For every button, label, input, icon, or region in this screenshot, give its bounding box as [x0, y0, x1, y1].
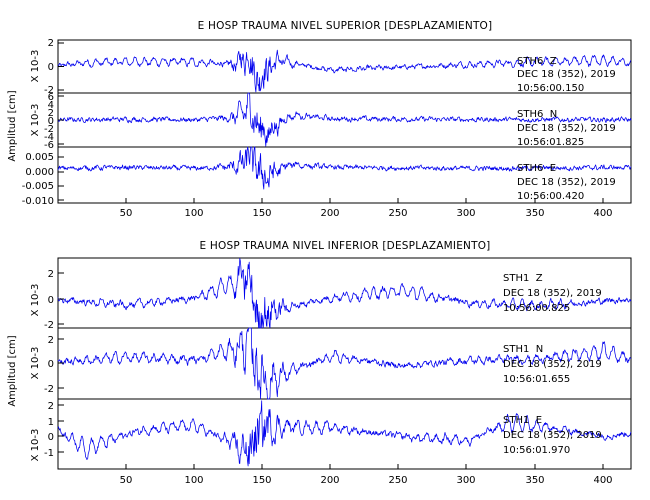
xtick-label: 150 — [252, 475, 271, 486]
xtick-label: 300 — [456, 208, 475, 219]
multiplier-label: X 10-3 — [30, 429, 41, 462]
yaxis-sth1-z: 2 0 -2 X 10-3 — [30, 269, 64, 331]
time-label: 10:56:01.970 — [503, 445, 570, 456]
ytick-label: 0 — [48, 359, 54, 370]
ytick-label: -2 — [44, 124, 54, 135]
chart-title-inferior: E HOSP TRAUMA NIVEL INFERIOR [DESPLAZAMI… — [200, 240, 491, 252]
station-label: STH1 E — [503, 415, 542, 426]
xtick-label: 250 — [388, 475, 407, 486]
ytick-label: -0.010 — [22, 196, 54, 207]
ytick-label: -2 — [44, 384, 54, 395]
multiplier-label: X 10-3 — [30, 104, 41, 137]
time-label: 10:56:00.825 — [503, 303, 570, 314]
ytick-label: -2 — [44, 85, 54, 96]
annotation-sth6-n: STH6 N DEC 18 (352), 2019 10:56:01.825 — [517, 109, 616, 148]
ytick-label: 2 — [48, 38, 54, 49]
xaxis-superior: 50 100 150 200 250 300 350 400 — [120, 198, 613, 219]
ytick-label: 2 — [48, 108, 54, 119]
chart-superior: E HOSP TRAUMA NIVEL SUPERIOR [DESPLAZAMI… — [7, 20, 632, 219]
ytick-label: -1 — [44, 448, 54, 459]
ytick-label: 2 — [48, 269, 54, 280]
xtick-label: 100 — [184, 475, 203, 486]
annotation-sth6-z: STH6 Z DEC 18 (352), 2019 10:56:00.150 — [517, 56, 616, 94]
panel-frame-sth6-e — [57, 146, 632, 204]
xtick-label: 350 — [525, 208, 544, 219]
ytick-label: -4 — [44, 132, 54, 143]
annotation-sth1-z: STH1 Z DEC 18 (352), 2019 10:56:00.825 — [503, 273, 602, 314]
chart-inferior: E HOSP TRAUMA NIVEL INFERIOR [DESPLAZAMI… — [7, 240, 632, 486]
ytick-label: 0 — [48, 432, 54, 443]
xtick-label: 400 — [593, 475, 612, 486]
xaxis-inferior: 50 100 150 200 250 300 350 400 — [120, 464, 613, 486]
ytick-label: -2 — [44, 320, 54, 331]
date-label: DEC 18 (352), 2019 — [517, 123, 616, 134]
ytick-label: 0 — [48, 62, 54, 73]
time-label: 10:56:00.420 — [517, 191, 584, 202]
yaxis-sth6-e: 0.005 0.000 -0.005 -0.010 — [22, 152, 64, 207]
date-label: DEC 18 (352), 2019 — [503, 288, 602, 299]
xtick-label: 300 — [456, 475, 475, 486]
ytick-label: -0.005 — [22, 181, 54, 192]
date-label: DEC 18 (352), 2019 — [517, 69, 616, 80]
ytick-label: 0 — [48, 116, 54, 127]
multiplier-label: X 10-3 — [30, 50, 41, 83]
trace-sth6-e — [57, 146, 632, 190]
xtick-label: 250 — [388, 208, 407, 219]
station-label: STH1 N — [503, 344, 543, 355]
trace-sth6-n — [57, 92, 632, 147]
station-label: STH6 E — [517, 163, 556, 174]
xtick-label: 350 — [525, 475, 544, 486]
ytick-label: 0 — [48, 295, 54, 306]
ytick-label: 0.005 — [25, 152, 54, 163]
annotation-sth6-e: STH6 E DEC 18 (352), 2019 10:56:00.420 — [517, 163, 616, 202]
trace-sth1-n — [57, 327, 632, 400]
ytick-label: 1 — [48, 417, 54, 428]
ytick-label: 2 — [48, 401, 54, 412]
xtick-label: 50 — [120, 208, 133, 219]
trace-sth1-z — [57, 258, 632, 329]
yaxis-sth6-n: 6 4 2 0 -2 -4 -6 X 10-3 — [30, 92, 64, 151]
station-label: STH6 Z — [517, 56, 557, 67]
station-label: STH1 Z — [503, 273, 543, 284]
chart-title-superior: E HOSP TRAUMA NIVEL SUPERIOR [DESPLAZAMI… — [198, 20, 493, 32]
panel-frame-sth1-e — [57, 398, 632, 470]
ytick-label: 6 — [48, 92, 54, 103]
ylabel-superior: Amplitud [cm] — [7, 90, 18, 161]
time-label: 10:56:00.150 — [517, 83, 584, 94]
ytick-label: 2 — [48, 335, 54, 346]
time-label: 10:56:01.655 — [503, 374, 570, 385]
ytick-label: -6 — [44, 140, 54, 151]
annotation-sth1-n: STH1 N DEC 18 (352), 2019 10:56:01.655 — [503, 344, 602, 385]
yaxis-sth6-z: 2 0 -2 X 10-3 — [30, 38, 64, 96]
xtick-label: 100 — [184, 208, 203, 219]
multiplier-label: X 10-3 — [30, 284, 41, 317]
xtick-label: 400 — [593, 208, 612, 219]
xtick-label: 150 — [252, 208, 271, 219]
multiplier-label: X 10-3 — [30, 347, 41, 380]
date-label: DEC 18 (352), 2019 — [503, 359, 602, 370]
ytick-label: 4 — [48, 100, 54, 111]
ytick-label: 0.000 — [25, 167, 54, 178]
yaxis-sth1-e: 2 1 0 -1 X 10-3 — [30, 401, 64, 461]
xtick-label: 200 — [320, 208, 339, 219]
trace-sth1-e — [57, 400, 632, 467]
date-label: DEC 18 (352), 2019 — [517, 177, 616, 188]
ylabel-inferior: Amplitud [cm] — [7, 335, 18, 406]
date-label: DEC 18 (352), 2019 — [503, 430, 602, 441]
annotation-sth1-e: STH1 E DEC 18 (352), 2019 10:56:01.970 — [503, 415, 602, 456]
xtick-label: 200 — [320, 475, 339, 486]
time-label: 10:56:01.825 — [517, 137, 584, 148]
station-label: STH6 N — [517, 109, 557, 120]
xtick-label: 50 — [120, 475, 133, 486]
yaxis-sth1-n: 2 0 -2 X 10-3 — [30, 335, 64, 395]
trace-sth6-z — [57, 49, 632, 93]
